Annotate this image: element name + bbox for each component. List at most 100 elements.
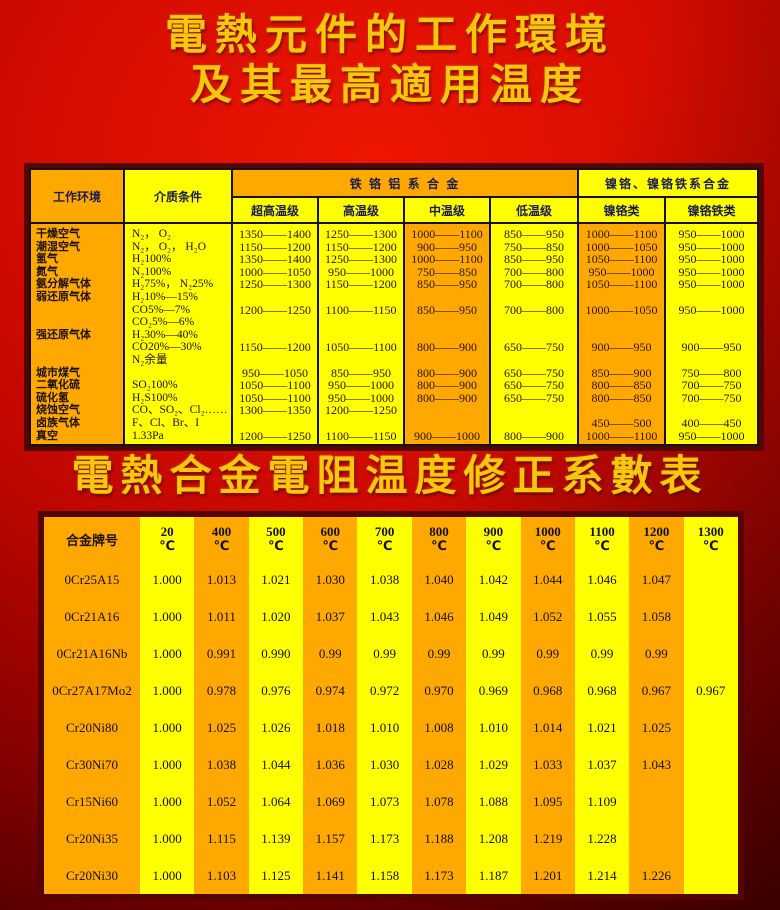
table2-header-alloy: 合金牌号 xyxy=(44,517,140,561)
coefficient-cell xyxy=(683,783,738,820)
celsius-unit: ℃ xyxy=(485,539,502,554)
table1-header-nicr-group: 镍铬、镍铬铁系合金 xyxy=(577,168,760,198)
coefficient-cell: 1.052 xyxy=(194,783,249,820)
coefficient-cell: 0.99 xyxy=(466,635,521,672)
temperature-range xyxy=(491,354,577,367)
coefficient-cell: 1.000 xyxy=(140,783,195,820)
temperature-range: 1050——1100 xyxy=(585,252,658,267)
coefficient-cell: 0.99 xyxy=(574,635,630,672)
temperature-range xyxy=(233,291,317,304)
medium-line: CO、SO₂、Cl₂…… xyxy=(132,404,228,417)
coefficient-cell: 1.044 xyxy=(520,561,575,598)
temperature-range: 950——1000 xyxy=(328,378,394,393)
coefficient-cell: 1.000 xyxy=(140,561,195,598)
temperature-range: 1050——1100 xyxy=(585,277,658,292)
coefficient-cell: 1.044 xyxy=(248,746,304,783)
table2-row: Cr20Ni80 1.000 1.025 1.026 1.018 1.010 1… xyxy=(44,709,738,746)
temperature-range xyxy=(405,291,489,304)
temp-value: 600 xyxy=(320,524,341,539)
temperature-range xyxy=(579,316,664,329)
coefficient-cell: 0.968 xyxy=(520,672,575,709)
celsius-unit: ℃ xyxy=(213,539,230,554)
celsius-unit: ℃ xyxy=(376,539,393,554)
temperature-range xyxy=(405,417,489,430)
environment-line: 卤族气体 xyxy=(36,416,80,429)
coefficient-cell: 1.115 xyxy=(194,820,249,857)
coefficient-cell: 1.000 xyxy=(140,598,195,635)
temp-value: 800 xyxy=(429,524,449,539)
temperature-range: 650——750 xyxy=(504,390,565,405)
medium-line xyxy=(125,367,231,380)
table2-header-temp: 500 ℃ xyxy=(248,517,304,561)
medium-line: H₂30%—40% xyxy=(132,328,198,341)
temperature-range: 750——850 xyxy=(504,239,565,254)
table1-body-row: 干燥空气 潮湿空气 氢气 氮气 氨分解气体 弱还原气体 强还原气体 城市煤气 二氧化硫 硫化氢 烧蚀… xyxy=(29,221,760,447)
temperature-range xyxy=(579,354,664,367)
coefficient-cell: 1.047 xyxy=(629,561,684,598)
environment-line: 氮气 xyxy=(36,265,58,278)
table2-row: Cr20Ni35 1.000 1.115 1.139 1.157 1.173 1… xyxy=(44,820,738,857)
temperature-range xyxy=(666,354,757,367)
celsius-unit: ℃ xyxy=(322,539,339,554)
temperature-range: 1200——1250 xyxy=(325,403,397,418)
temperature-range: 1050——1100 xyxy=(325,340,397,355)
coefficient-cell: 1.139 xyxy=(248,820,304,857)
temperature-range: 1050——1100 xyxy=(239,378,311,393)
coefficient-cell xyxy=(629,783,684,820)
medium-line: N₂， O₂ xyxy=(132,228,172,240)
temp-value: 1100 xyxy=(589,524,615,539)
temperature-range xyxy=(319,417,403,430)
coefficient-cell xyxy=(683,709,738,746)
temperature-range: 700——800 xyxy=(504,277,565,292)
environment-line xyxy=(31,341,123,354)
environment-line: 强还原气体 xyxy=(36,328,91,341)
coefficient-cell: 1.037 xyxy=(303,598,358,635)
coefficient-cell: 1.125 xyxy=(248,857,304,894)
temperature-range: 1050——1100 xyxy=(239,390,311,405)
temperature-range xyxy=(579,291,664,304)
celsius-unit: ℃ xyxy=(702,539,719,554)
coefficient-cell: 1.000 xyxy=(140,709,195,746)
temperature-range xyxy=(491,404,577,417)
table2-row: Cr15Ni60 1.000 1.052 1.064 1.069 1.073 1… xyxy=(44,783,738,820)
coefficient-cell: 1.020 xyxy=(248,598,304,635)
table2-row: 0Cr25A15 1.000 1.013 1.021 1.030 1.038 1… xyxy=(44,561,738,598)
coefficient-cell: 1.021 xyxy=(574,709,630,746)
temperature-range: 950——1000 xyxy=(328,264,394,279)
medium-line: H₂10%—15% xyxy=(132,290,198,303)
temperature-range: 950——1000 xyxy=(678,302,745,317)
coefficient-cell: 1.000 xyxy=(140,672,195,709)
coefficient-cell: 1.103 xyxy=(194,857,249,894)
medium-line: N₂， O₂， H₂O xyxy=(132,240,206,253)
environment-line: 硫化氢 xyxy=(36,391,69,404)
coefficient-cell: 0.991 xyxy=(194,635,249,672)
temperature-range: 650——750 xyxy=(504,340,565,355)
temperature-range: 450——500 xyxy=(591,415,652,430)
coefficient-cell: 1.025 xyxy=(194,709,249,746)
table1-column-medium: N₂， O₂ N₂， O₂， H₂O H₂100% N₂100% H₂75%， N₂25… xyxy=(123,221,233,447)
temp-value: 500 xyxy=(266,524,286,539)
temperature-range xyxy=(405,354,489,367)
environment-line: 真空 xyxy=(36,429,58,442)
alloy-name: Cr30Ni70 xyxy=(44,746,140,783)
medium-line: SO₂100% xyxy=(132,379,178,392)
temperature-range: 1350——1400 xyxy=(239,227,311,241)
coefficient-cell: 1.078 xyxy=(411,783,467,820)
medium-line: H₂75%， N₂25% xyxy=(132,278,214,291)
coefficient-cell xyxy=(683,820,738,857)
coefficient-cell xyxy=(683,857,738,894)
temperature-range: 900——950 xyxy=(591,340,652,355)
medium-line: CO₂5%—6% xyxy=(132,316,195,329)
alloy-name: 0Cr27A17Mo2 xyxy=(44,672,140,709)
coefficient-cell xyxy=(683,561,738,598)
temperature-range: 950——1000 xyxy=(328,390,394,405)
temperature-range: 1200——1250 xyxy=(239,302,311,317)
coefficient-cell: 1.187 xyxy=(466,857,521,894)
coefficient-cell: 0.969 xyxy=(466,672,521,709)
coefficient-cell xyxy=(683,746,738,783)
table1-column-nicrfe: 950——1000 950——1000 950——1000 950——1000 950—… xyxy=(664,221,760,447)
coefficient-cell: 0.976 xyxy=(248,672,304,709)
coefficient-cell: 0.99 xyxy=(629,635,684,672)
temperature-range: 1150——1200 xyxy=(239,340,311,355)
coefficient-cell: 1.064 xyxy=(248,783,304,820)
